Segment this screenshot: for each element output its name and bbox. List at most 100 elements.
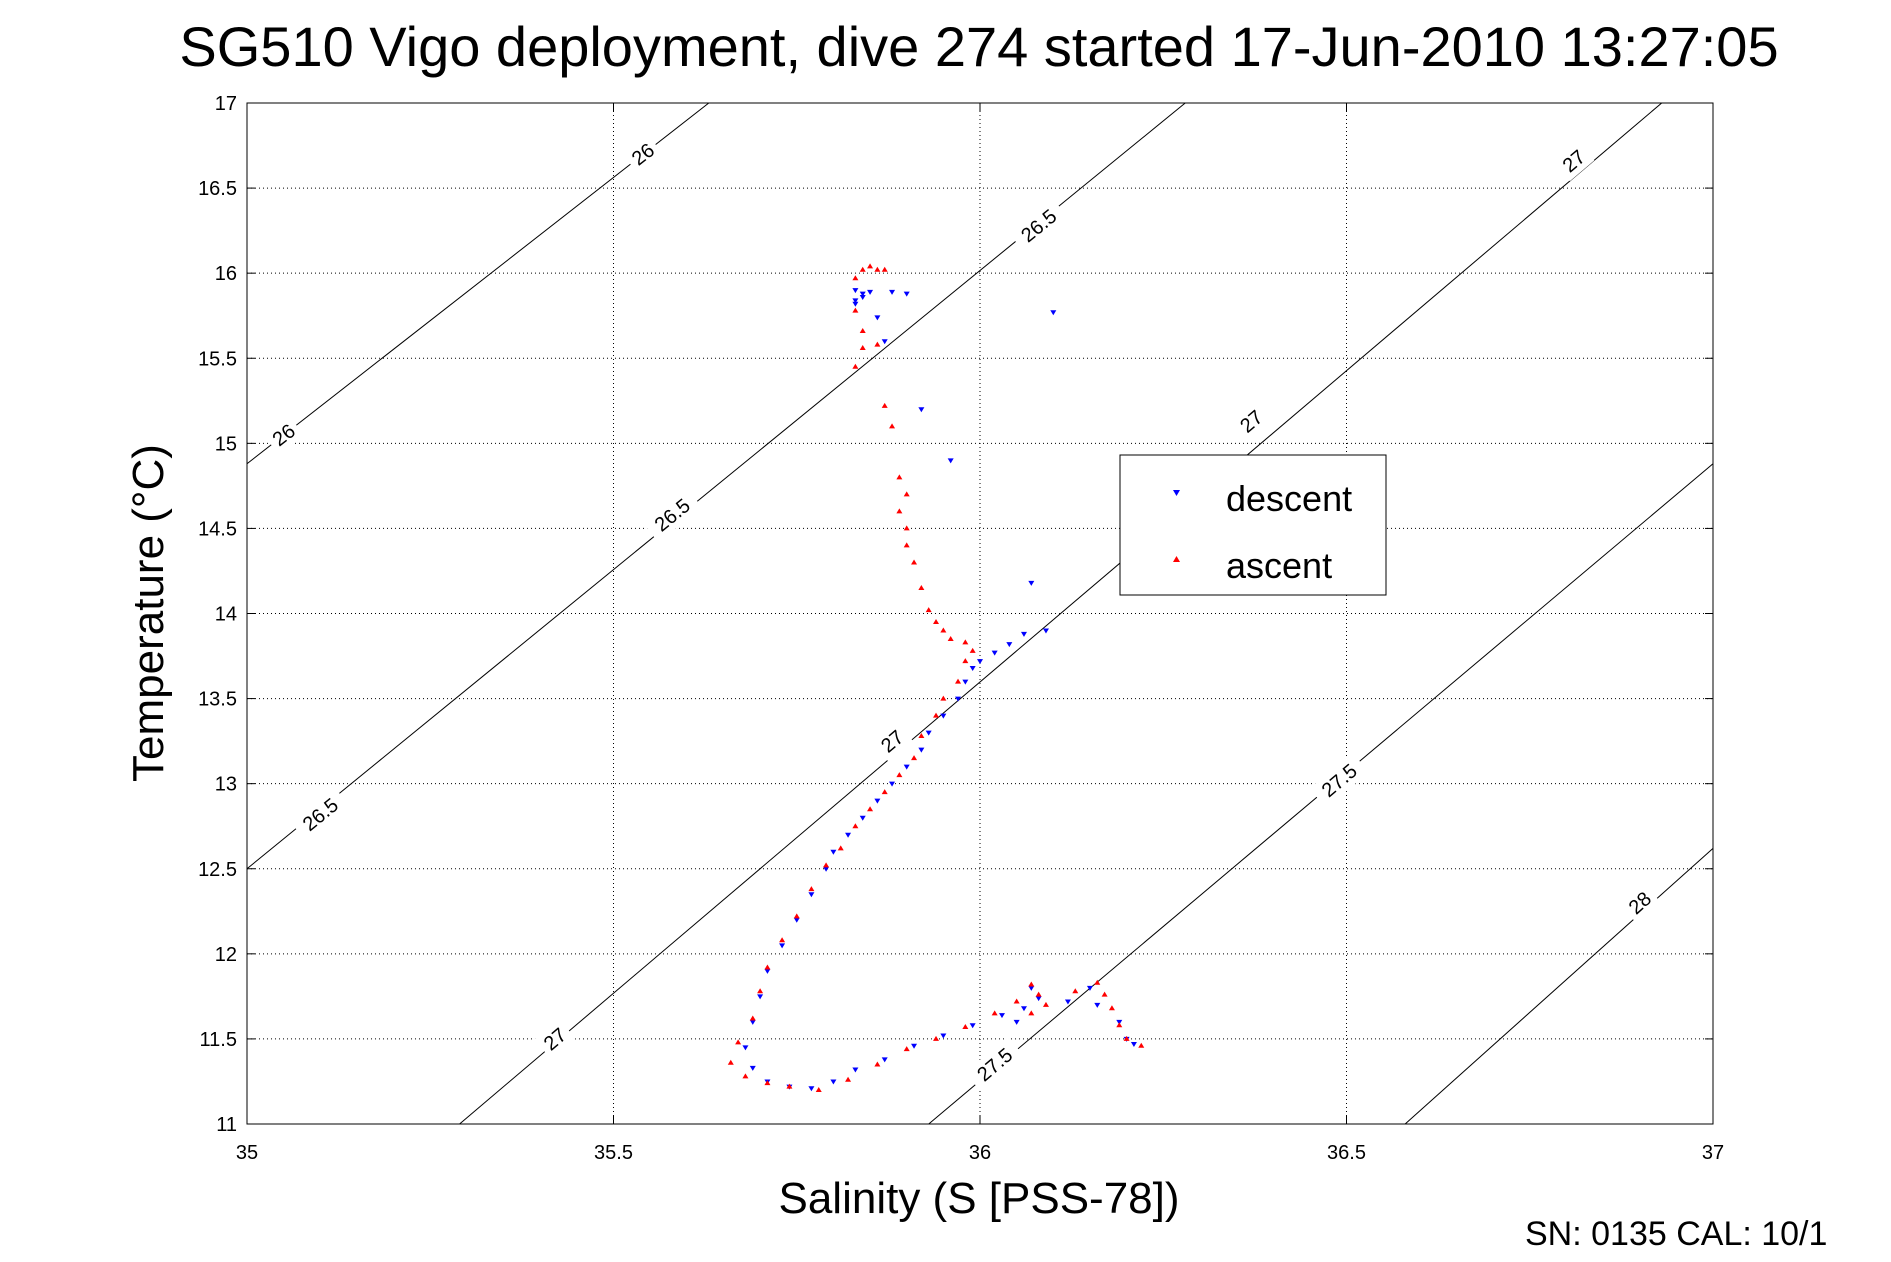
ascent-point xyxy=(793,913,800,919)
descent-point xyxy=(911,1043,918,1049)
ascent-point xyxy=(859,328,866,334)
grid-lines xyxy=(247,103,1713,1124)
descent-point xyxy=(830,849,837,855)
ascent-point xyxy=(1094,979,1101,985)
contour-label-bg xyxy=(1619,882,1661,924)
y-tick-label: 12 xyxy=(215,944,237,966)
ascent-point xyxy=(867,263,874,269)
ascent-point xyxy=(1028,1010,1035,1016)
ascent-point xyxy=(903,491,910,497)
ascent-point xyxy=(969,647,976,653)
descent-point xyxy=(903,291,910,297)
ascent-point xyxy=(940,627,947,633)
ascent-point xyxy=(815,1086,822,1092)
ascent-point xyxy=(757,988,764,994)
x-tick-label: 35 xyxy=(236,1142,258,1164)
descent-point xyxy=(991,650,998,656)
x-tick-label: 35.5 xyxy=(594,1142,633,1164)
y-axis-label: Temperature (°C) xyxy=(124,444,173,782)
descent-point xyxy=(881,1057,888,1063)
ascent-point xyxy=(735,1039,742,1045)
ascent-point xyxy=(764,1080,771,1086)
y-tick-label: 12.5 xyxy=(198,859,237,881)
descent-point xyxy=(1064,999,1071,1005)
contour-label-bg xyxy=(263,414,305,455)
descent-point xyxy=(742,1045,749,1051)
y-tick-label: 15.5 xyxy=(198,348,237,370)
ascent-point xyxy=(903,1046,910,1052)
descent-point xyxy=(977,659,983,665)
descent-point xyxy=(955,696,962,702)
ascent-point xyxy=(1042,1001,1049,1007)
y-tick-label: 17 xyxy=(215,93,237,115)
y-tick-label: 16.5 xyxy=(198,178,237,200)
descent-point xyxy=(1013,1019,1020,1025)
y-tick-label: 15 xyxy=(215,433,237,455)
descent-series xyxy=(742,288,1137,1092)
ascent-point xyxy=(918,733,925,739)
ascent-point xyxy=(962,1024,969,1030)
ascent-point xyxy=(859,345,866,351)
ascent-point xyxy=(1013,998,1020,1004)
contour-label-bg xyxy=(871,720,913,762)
legend-ascent-label: ascent xyxy=(1226,545,1332,586)
descent-point xyxy=(845,832,852,838)
ascent-point xyxy=(881,402,888,408)
contour-label-bg xyxy=(1553,140,1595,182)
descent-point xyxy=(823,866,830,872)
ascent-point xyxy=(852,363,859,369)
descent-point xyxy=(962,679,969,685)
ascent-point xyxy=(1116,1022,1123,1028)
descent-point xyxy=(793,917,800,923)
chart-title: SG510 Vigo deployment, dive 274 started … xyxy=(179,15,1778,78)
descent-point xyxy=(918,407,925,413)
data-points xyxy=(727,263,1145,1092)
descent-point xyxy=(852,301,859,307)
x-axis-label: Salinity (S [PSS-78]) xyxy=(778,1174,1179,1223)
descent-point xyxy=(749,1065,756,1071)
ascent-point xyxy=(874,266,881,272)
descent-point xyxy=(808,1086,815,1092)
ascent-point xyxy=(889,423,896,429)
descent-point xyxy=(969,665,976,671)
descent-point xyxy=(1086,985,1093,991)
y-tick-label: 11.5 xyxy=(200,1029,237,1051)
ascent-point xyxy=(896,772,903,778)
ascent-point xyxy=(955,678,962,684)
descent-point xyxy=(852,298,859,304)
density-contour-line xyxy=(459,102,1663,1125)
legend-descent-label: descent xyxy=(1226,478,1352,519)
descent-point xyxy=(1042,628,1049,634)
descent-point xyxy=(874,798,881,804)
ascent-point xyxy=(881,789,888,795)
legend: descent ascent xyxy=(1119,454,1387,596)
descent-point xyxy=(1130,1042,1137,1048)
descent-point xyxy=(874,315,881,321)
descent-point xyxy=(889,781,896,787)
ascent-point xyxy=(1123,1035,1130,1041)
ascent-point xyxy=(962,658,969,664)
ascent-point xyxy=(903,542,910,548)
descent-point xyxy=(852,288,859,294)
descent-point xyxy=(903,764,910,770)
ascent-point xyxy=(845,1076,852,1082)
y-tick-label: 13 xyxy=(215,774,237,796)
descent-point xyxy=(940,1033,947,1039)
ascent-point xyxy=(911,755,918,761)
ascent-point xyxy=(1138,1042,1145,1048)
descent-point xyxy=(852,1067,859,1073)
ascent-point xyxy=(749,1015,756,1021)
ascent-point xyxy=(933,619,940,625)
ascent-point xyxy=(874,1061,881,1067)
ascent-point xyxy=(1035,991,1042,997)
descent-point xyxy=(757,994,764,1000)
ascent-point xyxy=(859,266,866,272)
contour-label-bg xyxy=(964,1036,1025,1093)
ascent-point xyxy=(867,806,874,812)
descent-point xyxy=(1035,996,1042,1002)
ascent-point xyxy=(896,474,903,480)
ascent-point xyxy=(1072,988,1079,994)
ascent-point xyxy=(852,275,859,281)
contour-label-bg xyxy=(290,786,351,843)
y-tick-label: 16 xyxy=(215,263,237,285)
